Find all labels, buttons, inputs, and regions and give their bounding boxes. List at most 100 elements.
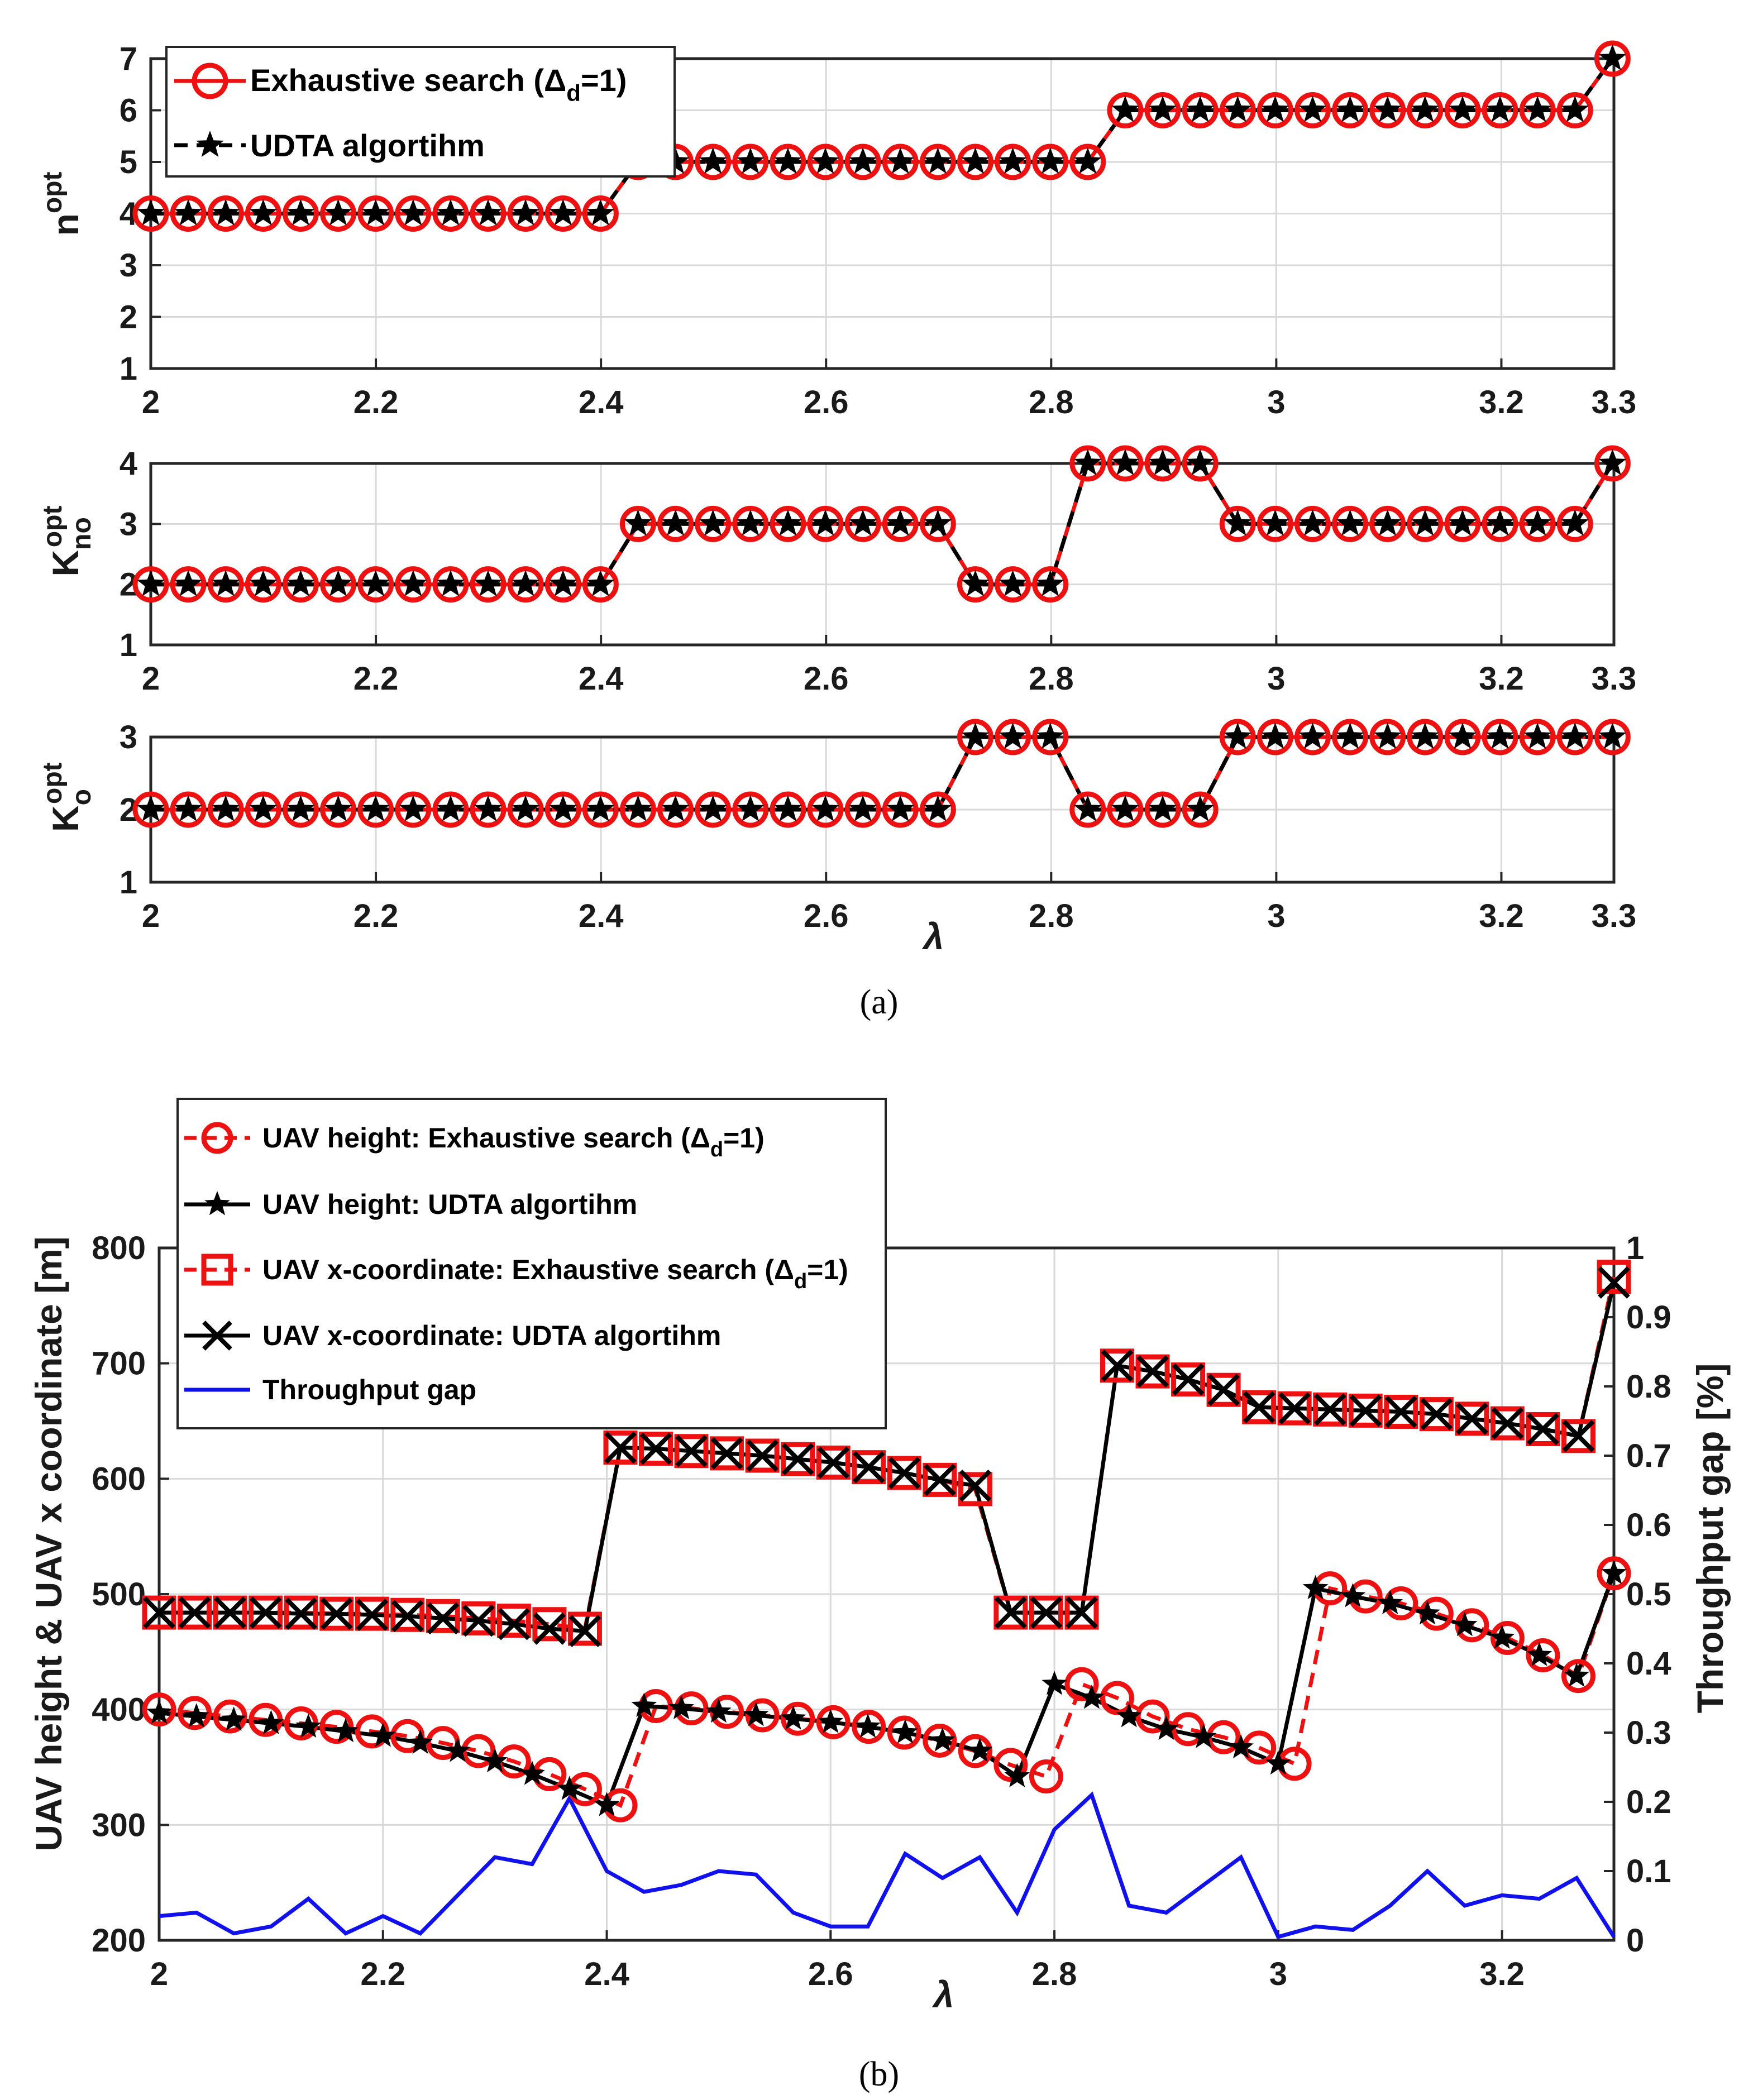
data-point-udta xyxy=(924,795,952,821)
data-point-exhaustive xyxy=(1369,92,1406,128)
data-point-exhaustive xyxy=(544,195,581,232)
series-line-throughput-gap xyxy=(159,1791,1616,1939)
x-tick-label: 3.2 xyxy=(1479,1956,1525,1992)
data-point-xcoord-udta xyxy=(1420,1398,1453,1431)
data-point-udta xyxy=(1411,723,1439,749)
data-point-xcoord-udta xyxy=(427,1602,460,1635)
data-point-udta xyxy=(1598,449,1627,475)
x-tick-label: 2.6 xyxy=(804,898,849,934)
data-point-height-udta xyxy=(146,1699,172,1724)
data-point-exhaustive xyxy=(1556,92,1593,128)
legend-label-exhaustive: Exhaustive search (Δd=1) xyxy=(250,63,627,106)
y2-axis-label: Throughput gap [%] xyxy=(1689,1364,1731,1714)
legend-label-udta: UDTA algortihm xyxy=(250,128,485,163)
series-line-xcoord-udta xyxy=(159,1282,1616,1633)
data-point-udta xyxy=(924,509,952,536)
data-point-xcoord-udta xyxy=(1066,1596,1098,1629)
legend-box xyxy=(165,46,676,178)
data-point-xcoord-exhaustive xyxy=(284,1595,318,1630)
data-point-exhaustive xyxy=(1182,445,1219,482)
data-point-udta xyxy=(249,199,278,226)
data-point-udta xyxy=(1449,95,1477,122)
data-point-exhaustive xyxy=(582,791,619,828)
data-point-udta xyxy=(399,570,427,596)
data-point-height-exhaustive xyxy=(355,1714,389,1749)
data-point-xcoord-udta xyxy=(604,1431,637,1464)
data-point-exhaustive xyxy=(207,195,244,232)
data-point-height-exhaustive xyxy=(993,1748,1028,1782)
data-point-exhaustive xyxy=(1182,791,1219,828)
data-point-height-udta xyxy=(221,1706,247,1731)
data-point-udta xyxy=(1186,95,1214,122)
data-point-height-exhaustive xyxy=(923,1723,957,1758)
data-point-xcoord-udta xyxy=(995,1596,1027,1629)
data-point-height-exhaustive xyxy=(1029,1759,1063,1794)
x-tick-label: 2.2 xyxy=(360,1956,405,1992)
data-point-xcoord-udta xyxy=(817,1446,850,1479)
data-point-udta xyxy=(774,147,802,174)
x-tick-label: 3.2 xyxy=(1479,661,1524,697)
data-point-udta xyxy=(699,147,727,174)
legend-label: UAV height: Exhaustive search (Δd=1) xyxy=(262,1122,765,1161)
data-point-udta xyxy=(361,795,390,821)
y2-tick-label: 0.8 xyxy=(1626,1369,1671,1405)
data-point-exhaustive xyxy=(1144,92,1181,128)
data-point-height-udta xyxy=(258,1710,284,1734)
data-point-udta xyxy=(1411,95,1439,122)
data-point-xcoord-udta xyxy=(959,1469,992,1502)
data-point-xcoord-udta xyxy=(1136,1355,1169,1388)
x-tick-label: 3.2 xyxy=(1479,898,1524,934)
data-point-xcoord-exhaustive xyxy=(1206,1372,1241,1407)
data-point-exhaustive xyxy=(770,791,806,828)
data-point-xcoord-udta xyxy=(1278,1392,1311,1425)
data-point-udta xyxy=(1224,723,1251,749)
data-point-exhaustive xyxy=(995,719,1031,755)
data-point-height-udta xyxy=(855,1713,881,1738)
data-point-height-exhaustive xyxy=(142,1692,176,1727)
data-point-xcoord-exhaustive xyxy=(781,1442,815,1476)
caption-a: (a) xyxy=(860,983,899,1021)
data-point-udta xyxy=(474,199,502,226)
x-tick-label: 2.4 xyxy=(579,898,624,934)
data-point-exhaustive xyxy=(1332,92,1369,128)
data-point-udta xyxy=(737,795,765,821)
x-tick-label: 2.2 xyxy=(353,661,399,697)
data-point-exhaustive xyxy=(470,566,507,603)
data-point-udta xyxy=(1111,449,1139,475)
data-point-xcoord-exhaustive xyxy=(1455,1401,1489,1436)
data-point-udta xyxy=(1449,509,1477,536)
data-point-height-exhaustive xyxy=(178,1696,212,1730)
data-point-udta xyxy=(549,570,577,596)
data-point-udta xyxy=(1486,509,1514,536)
data-point-udta xyxy=(661,509,690,536)
data-point-udta xyxy=(1561,95,1589,122)
data-point-exhaustive xyxy=(582,195,619,232)
data-point-exhaustive xyxy=(882,505,919,542)
data-point-exhaustive xyxy=(507,566,544,603)
series-line-udta xyxy=(151,57,1614,216)
data-point-exhaustive xyxy=(1107,445,1144,482)
data-point-xcoord-udta xyxy=(1313,1393,1346,1426)
data-point-height-udta xyxy=(556,1776,582,1800)
legend-marker xyxy=(201,1254,233,1286)
data-point-udta xyxy=(1523,95,1551,122)
y-tick-label: 7 xyxy=(120,41,137,77)
data-point-xcoord-udta xyxy=(214,1596,246,1629)
data-point-xcoord-exhaustive xyxy=(1064,1595,1099,1630)
data-point-udta xyxy=(1186,795,1214,821)
data-point-udta xyxy=(399,199,427,226)
data-point-exhaustive xyxy=(695,791,732,828)
legend-label: UAV x-coordinate: UDTA algortihm xyxy=(262,1320,721,1351)
data-point-exhaustive xyxy=(1069,445,1106,482)
data-point-xcoord-udta xyxy=(888,1457,921,1489)
data-point-height-udta xyxy=(1564,1662,1589,1687)
data-point-xcoord-udta xyxy=(356,1599,389,1632)
data-point-exhaustive xyxy=(1032,566,1069,603)
data-point-height-udta xyxy=(1377,1590,1403,1614)
data-point-udta xyxy=(324,199,352,226)
data-point-height-exhaustive xyxy=(1561,1659,1595,1694)
data-point-height-udta xyxy=(1340,1583,1366,1608)
data-point-exhaustive xyxy=(282,791,319,828)
x-tick-label: 3 xyxy=(1269,1956,1287,1992)
data-point-exhaustive xyxy=(1482,505,1518,542)
